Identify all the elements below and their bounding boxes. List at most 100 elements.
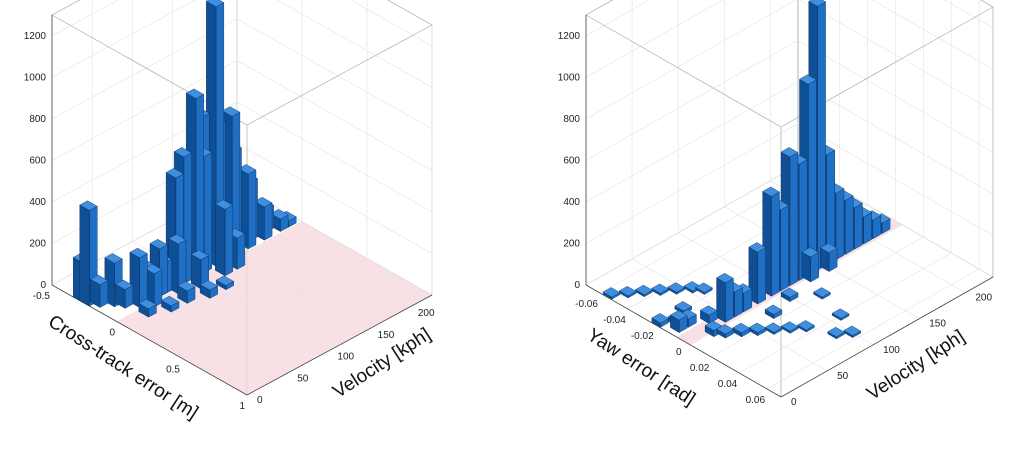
bar-face-top (813, 287, 831, 298)
bar-face-top (748, 242, 767, 253)
bar-face-top (667, 282, 686, 293)
top-edge (51, 14, 433, 126)
bar-face-top (221, 106, 241, 117)
x-tick-label: 0.5 (166, 364, 180, 375)
bar-face-top (808, 0, 826, 7)
bar (732, 322, 751, 338)
bars (72, 0, 297, 318)
x-tick-label: 0.04 (718, 379, 738, 390)
bar-face-front (248, 169, 257, 250)
y-tick-label: 50 (297, 373, 309, 384)
y-tick-label: 50 (837, 371, 849, 382)
z-gridline (585, 123, 994, 244)
bar-face-top (144, 263, 163, 274)
x-tick-label: 1 (239, 401, 245, 412)
bar (797, 320, 815, 333)
bar (138, 298, 157, 318)
z-gridline (51, 0, 433, 88)
bar-face-top (764, 304, 783, 315)
bar-face-top (732, 322, 751, 334)
z-gridline (585, 39, 994, 161)
bar-face-side (215, 203, 226, 277)
y-tick-label: 150 (929, 319, 946, 330)
bar (716, 273, 734, 323)
bar (177, 281, 196, 304)
z-gridline (585, 0, 994, 78)
z-tick-label: 1200 (24, 31, 47, 42)
bar-face-top (799, 74, 817, 85)
bar-face-top (214, 199, 234, 210)
bar-face-front (153, 269, 163, 308)
bar (635, 284, 653, 298)
bar-face-top (635, 284, 653, 295)
bar (667, 282, 686, 295)
bar-face-top (716, 273, 734, 284)
bar-face-top (161, 295, 180, 307)
bar (843, 325, 862, 338)
y-tick-label: 200 (975, 293, 992, 304)
bar-face-top (618, 286, 637, 297)
bar-face-top (602, 287, 621, 298)
bar-face-front (789, 152, 799, 287)
bar-face-front (195, 94, 204, 278)
z-tick-label: 1000 (558, 72, 581, 83)
bar-face-top (114, 279, 134, 290)
bar-face-top (699, 305, 718, 316)
y-tick-label: 0 (257, 395, 263, 406)
bar (748, 322, 767, 337)
bar-face-side (716, 277, 726, 323)
bar-face-top (748, 322, 767, 333)
bar-face-top (764, 322, 783, 333)
bar (716, 324, 734, 339)
bar-face-top (149, 239, 168, 250)
y-tick-label: 0 (791, 397, 797, 408)
bar-face-top (651, 283, 669, 294)
z-gridline (51, 18, 433, 130)
x-gridline-floor (711, 236, 924, 358)
bar (764, 322, 783, 335)
z-tick-label: 800 (563, 114, 580, 125)
y-axis-label: Velocity [kph] (863, 326, 968, 405)
bar-face-front (757, 247, 766, 305)
bar (819, 243, 838, 272)
chart-yaw-error: 020040060080010001200-0.06-0.04-0.0200.0… (558, 0, 994, 410)
z-tick-label: 800 (29, 114, 46, 125)
bar-face-top (205, 0, 225, 7)
y-tick-label: 200 (418, 308, 435, 319)
shaded-region (117, 221, 432, 395)
bar (190, 249, 210, 290)
bar (161, 295, 180, 313)
bar-face-front (264, 202, 273, 241)
bar-face-top (238, 164, 257, 175)
bar (651, 313, 670, 328)
x-tick-label: -0.5 (33, 291, 51, 302)
bars (602, 0, 891, 340)
z-tick-label: 600 (563, 155, 580, 166)
bar-face-top (797, 320, 815, 331)
bar-face-top (173, 147, 193, 158)
z-gridline (585, 0, 994, 120)
bar-face-top (190, 249, 210, 261)
bar-face-top (104, 253, 123, 264)
bar-face-front (99, 280, 109, 308)
bar-face-top (716, 324, 734, 335)
bar-face-top (669, 310, 688, 321)
bar (699, 305, 718, 324)
bar-face-front (854, 202, 863, 250)
bar-face-front (725, 277, 734, 323)
y-axis-line (246, 294, 433, 396)
z-tick-label: 200 (29, 238, 46, 249)
bar-face-top (801, 247, 820, 258)
bar-face-top (762, 186, 780, 197)
bar-face-top (89, 274, 109, 285)
bar-face-front (844, 195, 854, 255)
y-tick-label: 100 (337, 352, 354, 363)
bar-face-top (780, 147, 799, 158)
tick-labels: 020040060080010001200-0.500.510501001502… (24, 31, 435, 412)
z-tick-label: 600 (29, 155, 46, 166)
bar (651, 283, 669, 296)
bar (831, 308, 850, 321)
bar (669, 310, 688, 333)
bar-face-top (185, 88, 205, 99)
z-tick-label: 1000 (24, 72, 47, 83)
